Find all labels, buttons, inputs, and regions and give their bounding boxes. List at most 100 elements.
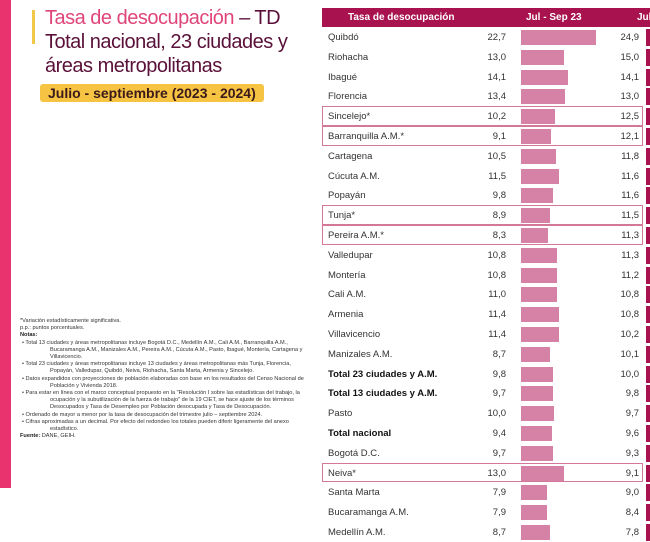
bar-2023	[521, 326, 559, 342]
value-2023: 8,3	[492, 229, 506, 241]
bar-2024	[646, 325, 650, 343]
table-row: Armenia 11,4 10,8	[322, 304, 650, 324]
table-row: Sincelejo* 10,2 12,5	[322, 106, 650, 126]
value-2024: 11,6	[621, 170, 639, 182]
note-item: • Cifras aproximadas a un decimal. Por e…	[22, 418, 289, 433]
value-2024: 11,6	[621, 190, 639, 202]
bar-2023	[521, 346, 550, 362]
value-2024: 9,1	[625, 467, 639, 479]
value-2024: 12,1	[620, 130, 640, 142]
value-2024: 9,8	[625, 388, 639, 400]
city-name: Total nacional	[328, 427, 392, 439]
value-2024: 12,5	[620, 111, 640, 123]
value-2023: 8,9	[492, 210, 506, 222]
value-2023: 9,7	[492, 447, 506, 459]
value-2023: 11,0	[488, 289, 506, 301]
note-significance: *Variación estadísticamente significativ…	[20, 318, 121, 324]
bar-2023	[521, 148, 556, 164]
bar-2024	[646, 424, 650, 442]
bar-2024	[646, 405, 650, 423]
note-item: • Para estar en línea con el marco conce…	[22, 390, 300, 411]
table-row: Popayán 9,8 11,6	[322, 185, 650, 205]
value-2024: 11,5	[621, 210, 639, 222]
city-name: Pasto	[328, 408, 353, 420]
bar-2023	[521, 307, 559, 323]
value-2024: 10,0	[620, 368, 640, 380]
table-row: Total 13 ciudades y A.M. 9,7 9,8	[322, 383, 650, 403]
value-2024: 8,4	[625, 507, 639, 519]
bar-2023	[521, 445, 553, 461]
bar-2023	[521, 505, 548, 521]
value-2023: 11,4	[488, 328, 506, 340]
bar-2024	[646, 226, 650, 244]
bar-2023	[521, 168, 559, 184]
value-2024: 10,2	[620, 328, 640, 340]
table-row: Montería 10,8 11,2	[322, 265, 650, 285]
table-row: Medellín A.M. 8,7 7,8	[322, 522, 650, 542]
source: DANE, GEIH.	[40, 433, 76, 440]
bar-2023	[521, 89, 566, 105]
bar-2023	[521, 287, 558, 303]
accent-bar	[0, 0, 11, 488]
value-2024: 11,8	[621, 150, 639, 162]
page-header: Tasa de desocupación – TD Total nacional…	[40, 6, 318, 102]
city-name: Cali A.M.	[328, 289, 367, 301]
bar-2024	[646, 444, 650, 462]
value-2023: 8,7	[492, 526, 506, 538]
table-row: Santa Marta 7,9 9,0	[322, 482, 650, 502]
col-header-2024: Jul -	[637, 12, 650, 23]
city-name: Total 13 ciudades y A.M.	[328, 388, 438, 400]
bar-2024	[646, 127, 650, 145]
bar-2023	[521, 208, 551, 224]
bar-2024	[646, 484, 650, 502]
bar-2023	[521, 188, 554, 204]
bar-2024	[646, 207, 650, 225]
table-row: Bogotá D.C. 9,7 9,3	[322, 443, 650, 463]
col-header-name: Tasa de desocupación	[348, 12, 455, 23]
city-name: Santa Marta	[328, 487, 380, 499]
bar-2023	[521, 465, 564, 481]
title-subtitle: Total nacional, 23 ciudades y áreas metr…	[45, 31, 288, 77]
value-2023: 9,1	[492, 130, 506, 142]
table-row: Barranquilla A.M.* 9,1 12,1	[322, 125, 650, 146]
table-row: Cali A.M. 11,0 10,8	[322, 284, 650, 304]
table-row: Valledupar 10,8 11,3	[322, 245, 650, 265]
note-item: • Ordenado de mayor a menor por la tasa …	[22, 411, 263, 418]
value-2024: 9,3	[625, 447, 639, 459]
table-row: Ibagué 14,1 14,1	[322, 67, 650, 87]
value-2023: 8,7	[492, 348, 506, 360]
city-name: Quibdó	[328, 32, 359, 43]
bar-2023	[521, 128, 551, 144]
unemployment-table: Tasa de desocupación Jul - Sep 23 Jul - …	[322, 8, 650, 542]
page-title: Tasa de desocupación – TD Total nacional…	[40, 6, 318, 78]
value-2023: 9,4	[492, 427, 506, 439]
value-2024: 15,0	[620, 51, 640, 63]
value-2023: 10,8	[487, 249, 507, 261]
bar-2024	[646, 286, 650, 304]
table-row: Total nacional 9,4 9,6	[322, 423, 650, 443]
value-2024: 11,3	[621, 229, 639, 241]
bar-2023	[521, 425, 552, 441]
value-2023: 7,9	[492, 507, 506, 519]
table-row: Cartagena 10,5 11,8	[322, 146, 650, 166]
value-2023: 13,4	[487, 91, 507, 103]
bar-2024	[646, 345, 650, 363]
bar-2024	[646, 504, 650, 522]
table-row: Manizales A.M. 8,7 10,1	[322, 344, 650, 364]
table-row: Pasto 10,0 9,7	[322, 403, 650, 423]
table-row: Cúcuta A.M. 11,5 11,6	[322, 166, 650, 186]
bar-2024	[646, 48, 650, 66]
bar-2023	[521, 30, 596, 45]
bar-2024	[646, 306, 650, 324]
city-name: Armenia	[328, 309, 364, 321]
title-abbr: – TD	[234, 7, 281, 29]
city-name: Riohacha	[328, 51, 369, 63]
city-name: Cúcuta A.M.	[328, 170, 380, 182]
city-name: Popayán	[328, 190, 366, 202]
city-name: Manizales A.M.	[328, 348, 393, 360]
value-2023: 9,7	[492, 388, 506, 400]
city-name: Total 23 ciudades y A.M.	[328, 368, 438, 380]
bar-2024	[646, 147, 650, 165]
bar-2023	[521, 227, 549, 243]
city-name: Sincelejo*	[328, 111, 371, 123]
